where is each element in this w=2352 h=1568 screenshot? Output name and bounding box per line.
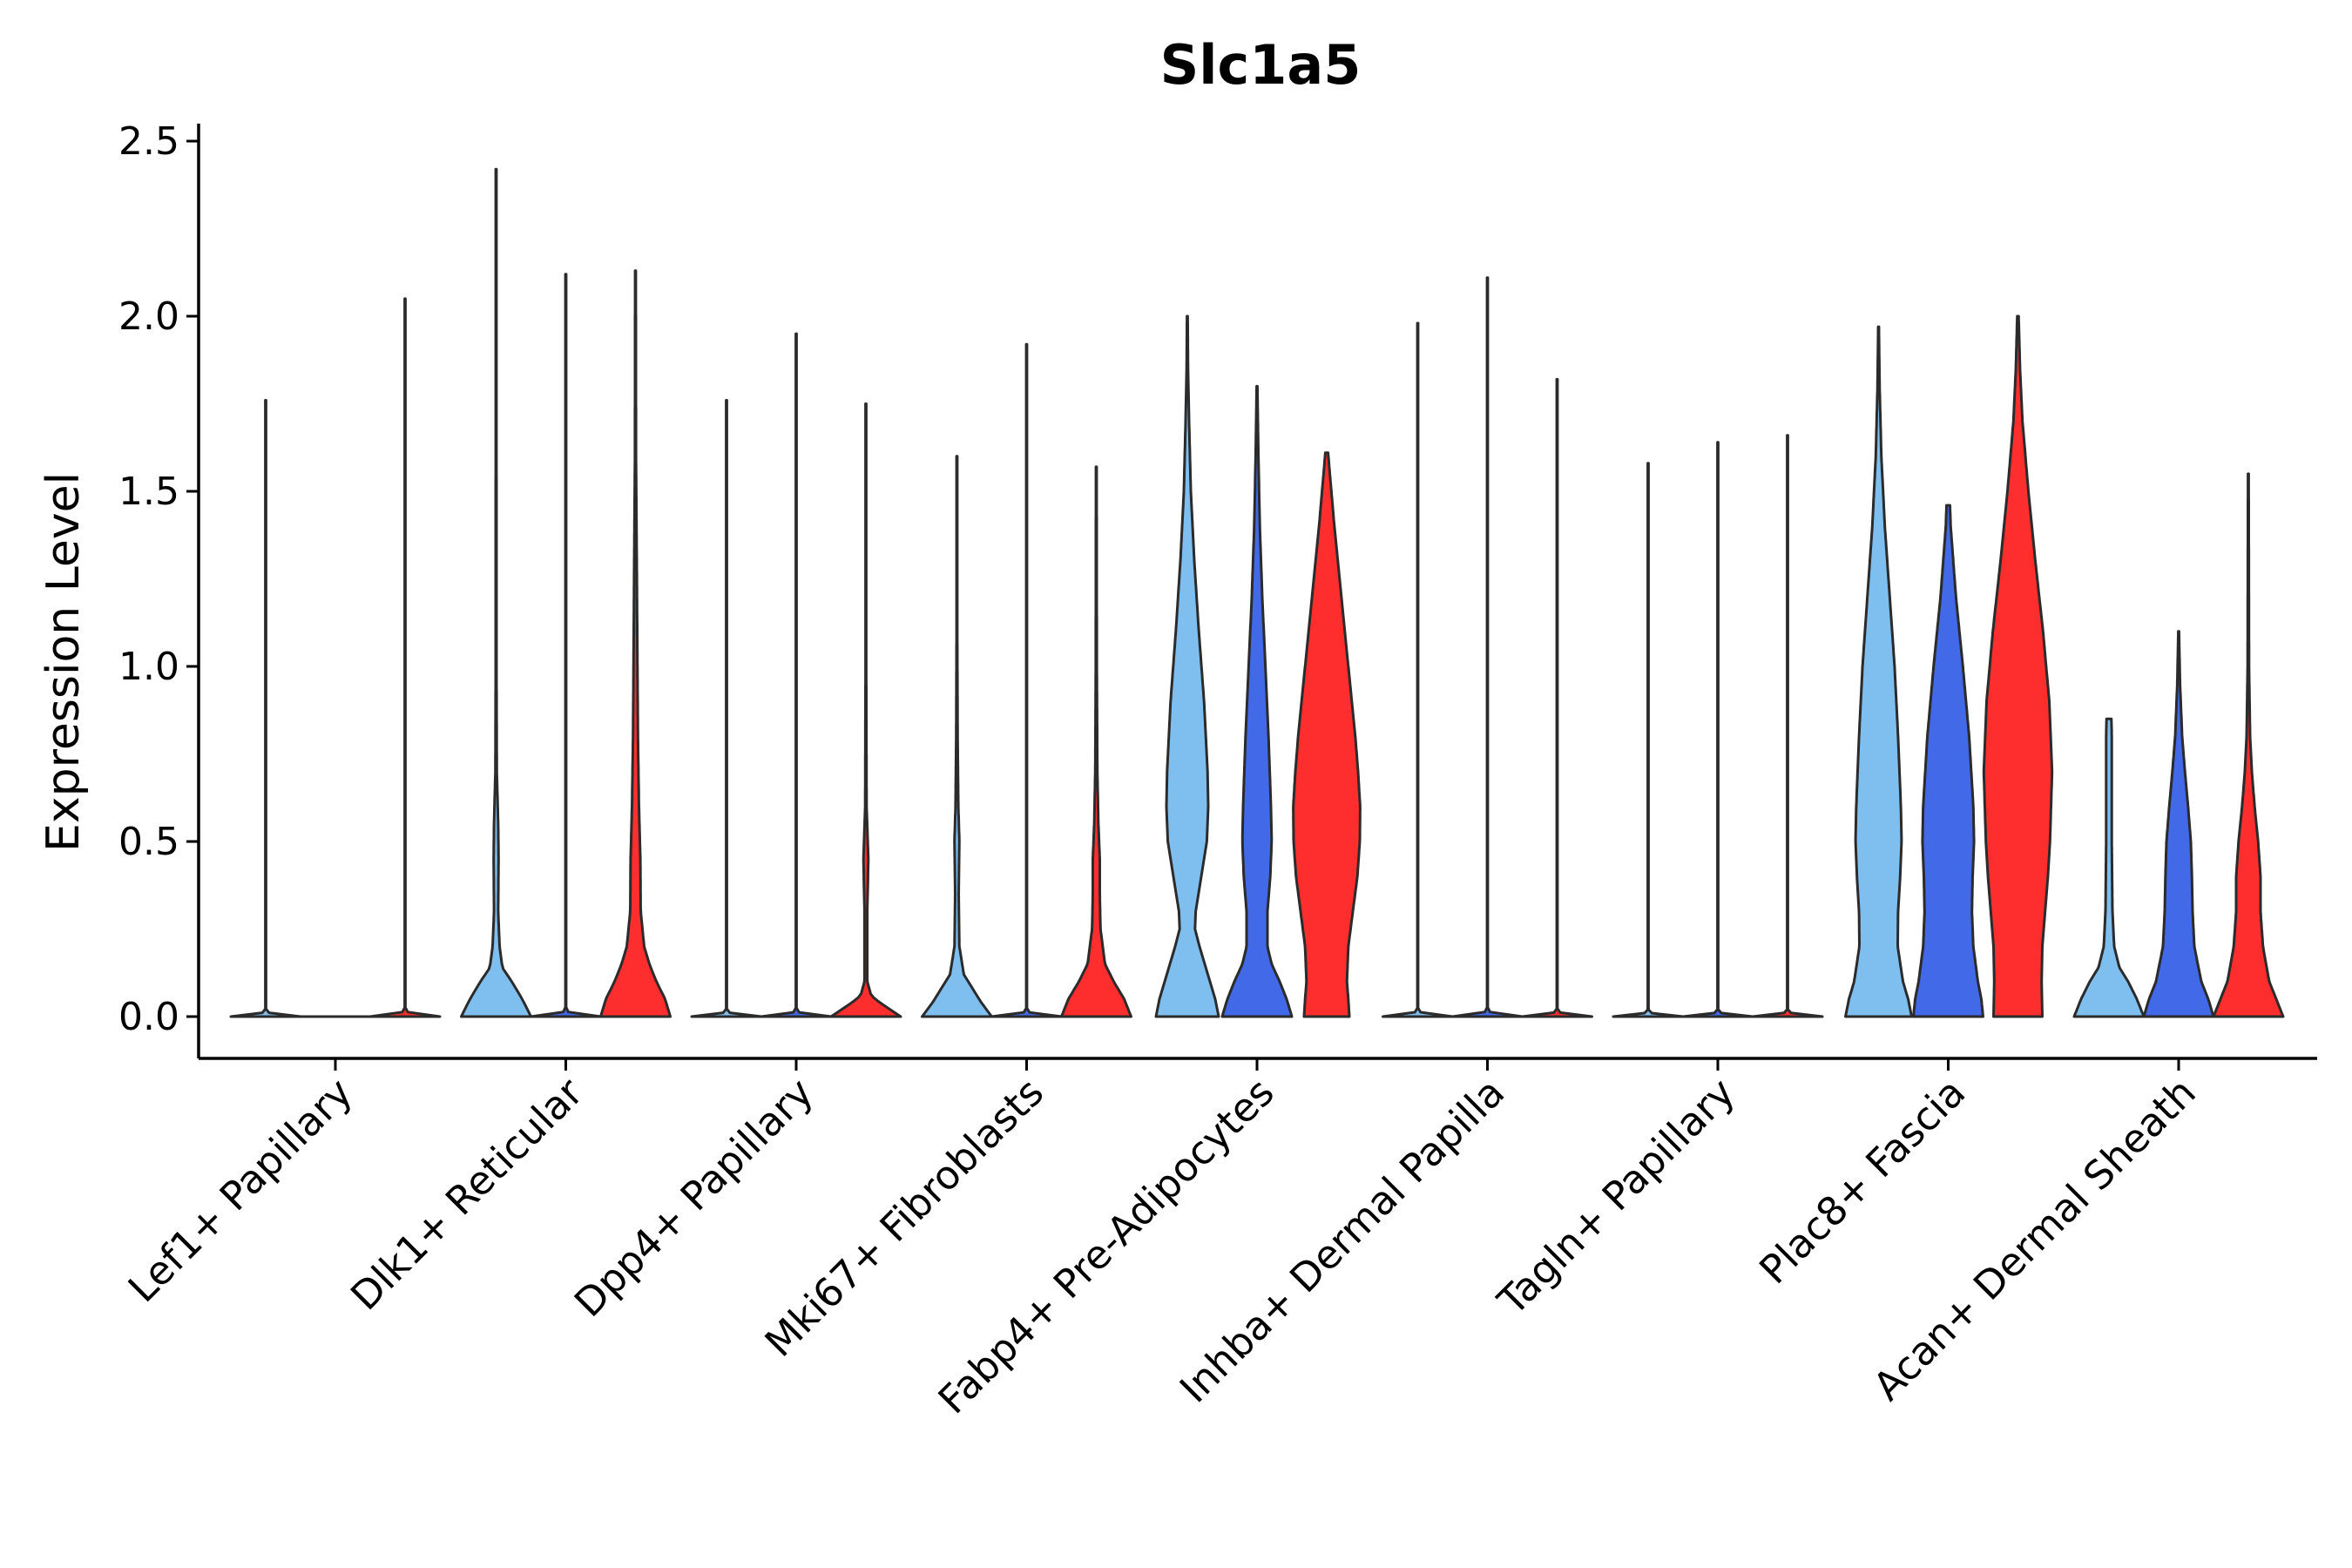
violin-dpp4-papillary-group-2 <box>760 332 833 1018</box>
plot-area <box>229 167 2285 1018</box>
violin-plac8-fascia-group-1 <box>1844 325 1913 1018</box>
violin-tagln-papillary-group-1 <box>1612 462 1685 1018</box>
violin-mki67-fibroblasts-group-2 <box>990 342 1063 1018</box>
violin-plac8-fascia-group-2 <box>1912 504 1984 1018</box>
y-tick-label: 2.5 <box>118 119 179 164</box>
x-category-label: Plac8+ Fascia <box>1750 1069 1974 1293</box>
x-category-label: Dpp4+ Papillary <box>565 1069 822 1326</box>
violin-fabp4-pre-adipocytes-group-2 <box>1220 384 1294 1018</box>
violin-inhba-dermal-papilla-group-3 <box>1521 377 1593 1018</box>
violin-tagln-papillary-group-3 <box>1751 434 1824 1018</box>
violin-fabp4-pre-adipocytes-group-3 <box>1292 451 1362 1018</box>
violin-acan-dermal-sheath-group-1 <box>2072 717 2146 1018</box>
violin-inhba-dermal-papilla-group-1 <box>1382 321 1454 1018</box>
y-tick-label: 1.0 <box>118 645 179 689</box>
x-category-label: Dlk1+ Reticular <box>341 1069 591 1319</box>
violin-dpp4-papillary-group-3 <box>829 402 902 1018</box>
violin-lef1-papillary-group-3 <box>368 297 442 1018</box>
x-category-label: Tagln+ Papillary <box>1489 1069 1744 1324</box>
violin-lef1-papillary-group-1 <box>229 399 302 1018</box>
violin-mki67-fibroblasts-group-3 <box>1060 465 1132 1018</box>
violin-tagln-papillary-group-2 <box>1681 441 1754 1018</box>
violin-fabp4-pre-adipocytes-group-1 <box>1154 314 1220 1018</box>
y-tick-label: 1.5 <box>118 470 179 514</box>
violin-plac8-fascia-group-3 <box>1982 314 2054 1018</box>
chart-title: Slc1a5 <box>1160 33 1362 97</box>
violin-mki67-fibroblasts-group-1 <box>921 455 993 1018</box>
violin-acan-dermal-sheath-group-3 <box>2212 472 2285 1018</box>
y-tick-label: 2.0 <box>118 294 179 339</box>
violin-dlk1-reticular-group-3 <box>599 269 672 1018</box>
x-category-label: Lef1+ Papillary <box>119 1069 362 1311</box>
y-axis-label: Expression Level <box>37 472 90 852</box>
violin-inhba-dermal-papilla-group-2 <box>1451 276 1524 1018</box>
y-tick-label: 0.0 <box>118 995 179 1039</box>
violin-dlk1-reticular-group-2 <box>530 273 602 1018</box>
violin-acan-dermal-sheath-group-2 <box>2142 630 2215 1018</box>
violin-dlk1-reticular-group-1 <box>460 167 532 1018</box>
violin-dpp4-papillary-group-1 <box>690 399 763 1018</box>
y-tick-label: 0.5 <box>118 820 179 864</box>
